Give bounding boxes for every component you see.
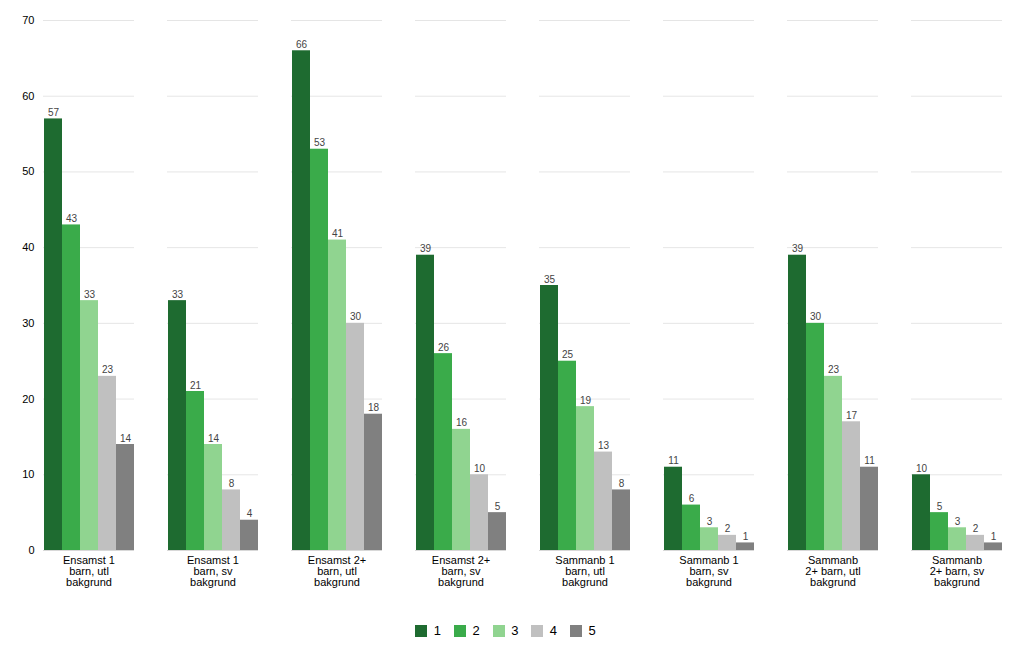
svg-text:40: 40 — [22, 241, 34, 253]
svg-text:19: 19 — [580, 395, 592, 406]
svg-text:Sammanb2+ barn, utlbakgrund: Sammanb2+ barn, utlbakgrund — [805, 554, 860, 588]
svg-text:50: 50 — [22, 165, 34, 177]
svg-text:33: 33 — [84, 289, 96, 300]
html-text:3: 3 — [511, 623, 519, 638]
svg-text:6: 6 — [689, 493, 695, 504]
svg-text:57: 57 — [48, 107, 60, 118]
svg-text:39: 39 — [792, 243, 804, 254]
svg-text:41: 41 — [332, 228, 344, 239]
svg-text:39: 39 — [420, 243, 432, 254]
svg-text:Sammanb2+ barn, svbakgrund: Sammanb2+ barn, svbakgrund — [930, 554, 985, 588]
svg-text:14: 14 — [208, 433, 220, 444]
svg-text:23: 23 — [102, 364, 114, 375]
svg-text:Ensamst 2+barn, utlbakgrund: Ensamst 2+barn, utlbakgrund — [308, 554, 366, 588]
svg-text:30: 30 — [810, 311, 822, 322]
svg-text:10: 10 — [22, 468, 34, 480]
svg-text:10: 10 — [474, 463, 486, 474]
svg-text:60: 60 — [22, 90, 34, 102]
svg-text:70: 70 — [22, 14, 34, 26]
svg-text:8: 8 — [229, 478, 235, 489]
svg-text:30: 30 — [22, 317, 34, 329]
svg-text:5: 5 — [937, 501, 943, 512]
svg-text:25: 25 — [562, 349, 574, 360]
svg-text:3: 3 — [955, 516, 961, 527]
svg-text:2: 2 — [973, 523, 979, 534]
svg-text:66: 66 — [296, 39, 308, 50]
html-text:2: 2 — [472, 623, 480, 638]
svg-text:0: 0 — [28, 544, 34, 556]
svg-text:33: 33 — [172, 289, 184, 300]
svg-text:18: 18 — [368, 402, 380, 413]
svg-text:14: 14 — [120, 433, 132, 444]
svg-text:11: 11 — [864, 455, 875, 466]
svg-text:26: 26 — [438, 342, 450, 353]
svg-text:2: 2 — [725, 523, 731, 534]
svg-text:23: 23 — [828, 364, 840, 375]
svg-text:30: 30 — [350, 311, 362, 322]
svg-text:Ensamst 1barn, svbakgrund: Ensamst 1barn, svbakgrund — [187, 554, 239, 588]
html-text:1: 1 — [433, 623, 441, 638]
svg-text:13: 13 — [598, 440, 610, 451]
svg-text:11: 11 — [668, 455, 679, 466]
svg-text:10: 10 — [916, 463, 928, 474]
html-text:4: 4 — [549, 623, 558, 638]
svg-text:4: 4 — [247, 508, 253, 519]
svg-text:8: 8 — [619, 478, 625, 489]
svg-text:17: 17 — [846, 410, 858, 421]
svg-text:1: 1 — [991, 531, 997, 542]
svg-text:35: 35 — [544, 274, 556, 285]
svg-text:Ensamst 1barn, utlbakgrund: Ensamst 1barn, utlbakgrund — [63, 554, 115, 588]
svg-text:5: 5 — [495, 501, 501, 512]
svg-text:53: 53 — [314, 137, 326, 148]
svg-text:43: 43 — [66, 213, 78, 224]
svg-text:21: 21 — [190, 380, 202, 391]
svg-text:16: 16 — [456, 417, 468, 428]
svg-text:20: 20 — [22, 393, 34, 405]
html-text:5: 5 — [588, 623, 596, 638]
svg-text:1: 1 — [743, 531, 749, 542]
svg-text:Sammanb 1barn, svbakgrund: Sammanb 1barn, svbakgrund — [679, 554, 738, 588]
svg-text:Sammanb 1barn, utlbakgrund: Sammanb 1barn, utlbakgrund — [555, 554, 614, 588]
svg-text:Ensamst 2+barn, svbakgrund: Ensamst 2+barn, svbakgrund — [432, 554, 490, 588]
svg-text:3: 3 — [707, 516, 713, 527]
